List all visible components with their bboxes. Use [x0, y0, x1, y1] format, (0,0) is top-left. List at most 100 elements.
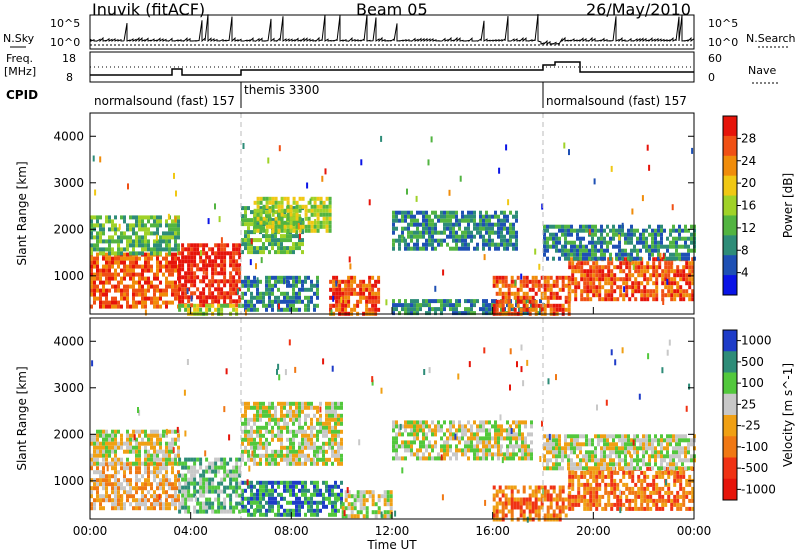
- data-cell: [552, 240, 555, 245]
- data-cell: [506, 226, 509, 231]
- data-cell: [601, 285, 605, 290]
- data-cell: [341, 279, 345, 284]
- data-cell: [558, 497, 562, 502]
- data-cell: [455, 218, 458, 223]
- data-cell: [676, 273, 680, 278]
- data-cell: [564, 232, 567, 237]
- data-cell: [283, 224, 287, 229]
- data-cell: [253, 212, 257, 217]
- data-cell: [334, 480, 337, 485]
- data-cell: [518, 456, 521, 461]
- data-cell: [205, 485, 209, 490]
- data-cell: [470, 311, 473, 316]
- data-cell: [256, 238, 259, 243]
- data-cell: [298, 287, 301, 292]
- data-cell: [419, 307, 422, 312]
- data-cell: [528, 295, 532, 300]
- data-cell: [538, 263, 541, 270]
- data-cell: [120, 441, 123, 446]
- data-cell: [413, 214, 416, 219]
- data-cell: [289, 401, 292, 406]
- data-cell: [190, 473, 194, 478]
- data-cell: [223, 267, 227, 272]
- data-cell: [310, 287, 313, 292]
- data-cell: [153, 304, 156, 309]
- data-cell: [646, 289, 650, 294]
- data-cell: [108, 288, 111, 293]
- data-cell: [437, 238, 440, 243]
- data-cell: [652, 293, 656, 298]
- data-cell: [503, 214, 506, 219]
- data-cell: [413, 234, 416, 239]
- data-cell: [165, 461, 168, 466]
- data-cell: [567, 240, 570, 245]
- data-cell: [123, 449, 126, 454]
- data-cell: [316, 204, 320, 209]
- data-cell: [93, 215, 96, 220]
- data-cell: [211, 275, 215, 280]
- data-cell: [622, 297, 626, 302]
- data-cell: [671, 204, 674, 211]
- data-cell: [177, 437, 180, 442]
- data-cell: [168, 243, 171, 248]
- data-cell: [316, 224, 320, 229]
- data-cell: [117, 300, 120, 305]
- data-cell: [669, 228, 672, 233]
- data-cell: [607, 494, 611, 499]
- data-cell: [247, 246, 250, 251]
- data-cell: [582, 256, 585, 261]
- data-cell: [174, 288, 177, 293]
- data-cell: [117, 243, 120, 248]
- data-cell: [141, 227, 144, 232]
- data-cell: [250, 492, 253, 497]
- data-cell: [226, 251, 230, 256]
- data-cell: [93, 486, 96, 491]
- data-cell: [211, 501, 215, 506]
- data-cell: [174, 453, 177, 458]
- data-cell: [667, 273, 671, 278]
- data-cell: [633, 244, 636, 249]
- data-cell: [295, 413, 298, 418]
- data-cell: [135, 251, 138, 256]
- data-cell: [482, 444, 485, 449]
- data-cell: [96, 239, 99, 244]
- data-cell: [652, 281, 656, 286]
- data-cell: [515, 230, 518, 235]
- data-cell: [610, 478, 614, 483]
- data-cell: [525, 303, 529, 308]
- data-cell: [600, 228, 603, 233]
- data-cell: [168, 239, 171, 244]
- data-cell: [129, 256, 132, 261]
- data-cell: [247, 283, 250, 288]
- data-cell: [156, 441, 159, 446]
- data-cell: [583, 490, 587, 495]
- data-cell: [588, 228, 591, 235]
- data-cell: [613, 494, 617, 499]
- data-cell: [443, 210, 446, 215]
- data-cell: [159, 506, 162, 511]
- data-cell: [595, 494, 599, 499]
- data-cell: [510, 283, 514, 288]
- data-cell: [589, 285, 593, 290]
- data-cell: [340, 401, 343, 406]
- data-cell: [132, 494, 135, 499]
- data-cell: [174, 243, 177, 248]
- data-cell: [634, 506, 638, 511]
- data-cell: [604, 490, 608, 495]
- data-cell: [298, 508, 301, 513]
- data-cell: [271, 500, 274, 505]
- data-cell: [564, 240, 567, 245]
- data-cell: [616, 502, 620, 507]
- data-cell: [105, 264, 108, 269]
- data-cell: [319, 401, 322, 406]
- data-cell: [168, 506, 171, 511]
- data-cell: [135, 272, 138, 277]
- data-cell: [262, 210, 265, 215]
- data-cell: [301, 250, 304, 255]
- data-cell: [259, 488, 262, 493]
- data-cell: [168, 280, 171, 285]
- data-cell: [117, 304, 120, 309]
- data-cell: [359, 299, 363, 304]
- data-cell: [612, 232, 615, 237]
- data-cell: [395, 436, 398, 441]
